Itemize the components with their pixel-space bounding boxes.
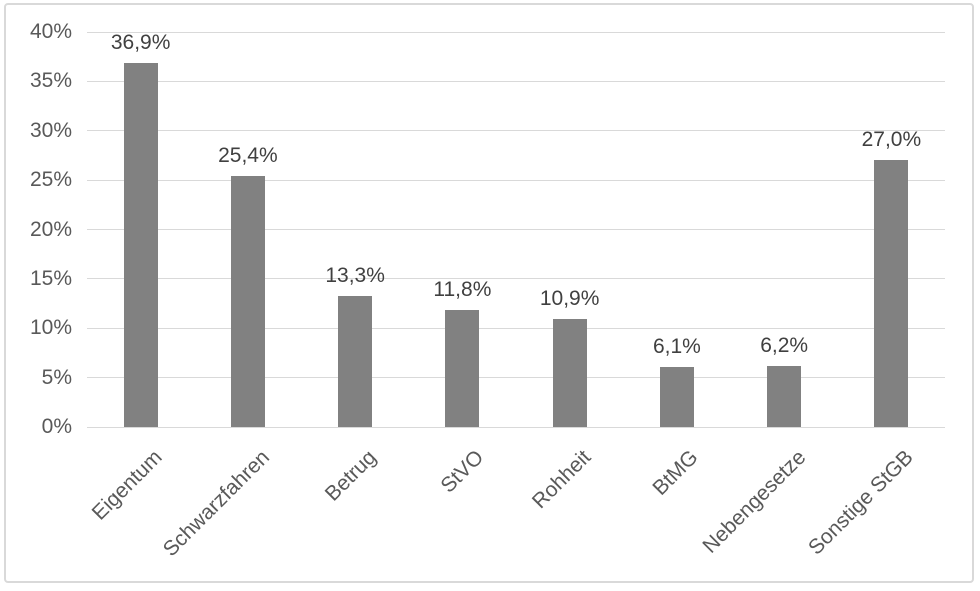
gridline <box>87 130 945 132</box>
y-axis-tick-label: 5% <box>41 365 72 389</box>
bar <box>552 319 587 427</box>
x-axis-label: Schwarzfahren <box>158 445 274 562</box>
data-label: 25,4% <box>218 144 278 168</box>
data-label: 36,9% <box>110 30 171 54</box>
gridline <box>87 377 945 379</box>
x-axis-label: Sonstige StGB <box>803 445 918 560</box>
x-axis-label: StVO <box>436 445 489 498</box>
y-axis-tick-label: 0% <box>41 415 72 438</box>
bar <box>230 176 265 427</box>
gridline <box>87 31 945 33</box>
data-label: 6,1% <box>652 334 701 358</box>
data-label: 27,0% <box>861 128 922 152</box>
data-label: 6,2% <box>760 333 809 357</box>
x-axis-label: Rohheit <box>528 445 596 514</box>
y-axis-tick-label: 25% <box>29 168 72 192</box>
bar <box>338 295 373 427</box>
y-axis-tick-label: 20% <box>29 217 72 241</box>
gridline <box>87 327 945 329</box>
gridline <box>87 80 945 82</box>
x-axis-label: BtMG <box>648 445 703 500</box>
x-axis-label: Eigentum <box>87 445 167 525</box>
y-axis-tick-label: 30% <box>29 118 72 142</box>
bar <box>445 310 480 427</box>
y-axis-tick-label: 40% <box>29 20 72 43</box>
bar <box>767 365 802 427</box>
gridline <box>87 278 945 280</box>
bar <box>659 366 694 427</box>
x-axis-label: Nebengesetze <box>698 445 811 558</box>
y-axis-tick-label: 15% <box>29 266 72 290</box>
x-axis-label: Betrug <box>321 445 382 506</box>
data-label: 13,3% <box>325 263 385 287</box>
bar <box>874 160 909 427</box>
data-label: 11,8% <box>433 278 492 302</box>
gridline <box>87 179 945 181</box>
data-label: 10,9% <box>539 287 600 311</box>
y-axis-tick-label: 10% <box>29 316 72 340</box>
y-axis-tick-label: 35% <box>29 69 72 93</box>
bar <box>123 62 158 427</box>
gridline <box>87 426 945 428</box>
gridline <box>87 229 945 230</box>
